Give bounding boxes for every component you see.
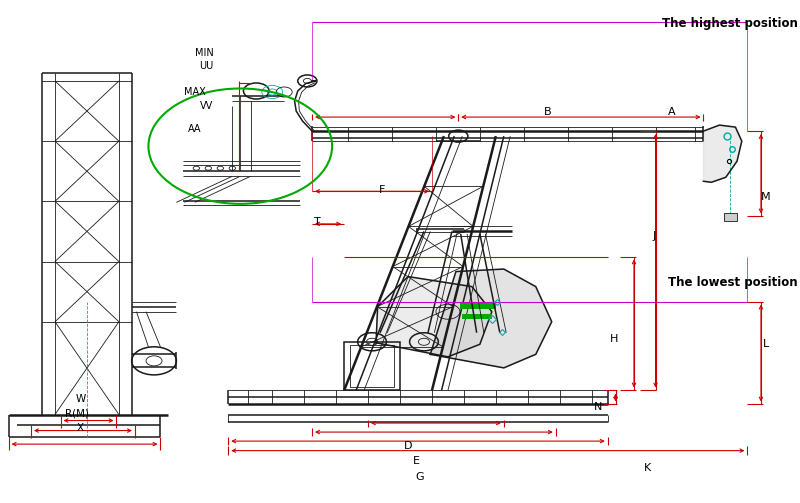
Text: VV: VV: [200, 101, 214, 111]
Bar: [724, 213, 737, 221]
Text: F: F: [379, 185, 386, 195]
Text: A: A: [668, 107, 675, 117]
Text: T: T: [314, 217, 321, 227]
Bar: [344, 342, 400, 390]
Text: R(M): R(M): [66, 408, 90, 418]
Text: The highest position: The highest position: [662, 17, 798, 30]
Text: B: B: [544, 107, 551, 117]
Text: MIN: MIN: [195, 48, 214, 58]
Text: AA: AA: [188, 124, 202, 134]
Text: D: D: [404, 441, 412, 451]
Text: K: K: [644, 463, 651, 473]
Text: M: M: [761, 192, 770, 202]
Polygon shape: [703, 125, 742, 182]
Text: W: W: [75, 394, 86, 404]
Bar: [350, 345, 394, 387]
Text: X: X: [77, 423, 84, 433]
Text: E: E: [413, 456, 419, 466]
Text: UU: UU: [200, 61, 214, 71]
Text: L: L: [762, 340, 769, 349]
Polygon shape: [430, 269, 552, 368]
Text: J: J: [652, 231, 655, 241]
Polygon shape: [376, 277, 492, 357]
Text: MAX: MAX: [184, 87, 206, 97]
Bar: [460, 303, 496, 309]
Text: N: N: [594, 402, 602, 412]
Text: H: H: [610, 334, 618, 344]
Bar: [462, 314, 492, 319]
Text: The lowest position: The lowest position: [668, 276, 798, 289]
Text: G: G: [416, 472, 424, 482]
